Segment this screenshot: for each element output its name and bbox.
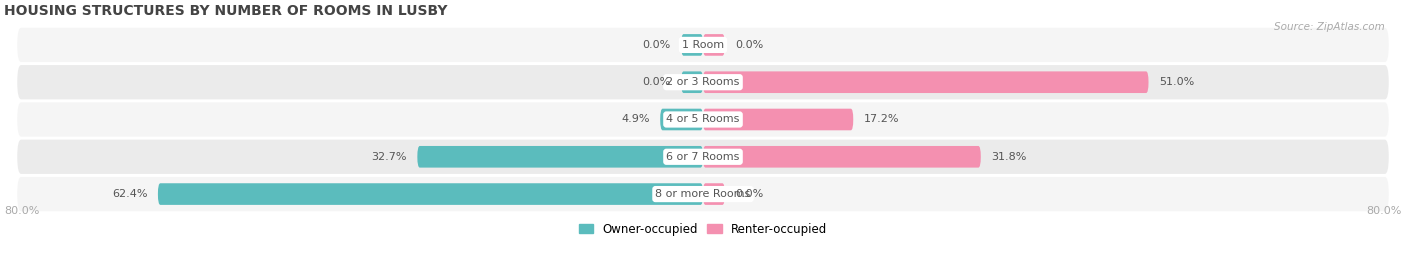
FancyBboxPatch shape <box>681 34 703 56</box>
Text: 32.7%: 32.7% <box>371 152 406 162</box>
Text: 0.0%: 0.0% <box>735 189 763 199</box>
FancyBboxPatch shape <box>703 34 725 56</box>
Text: 6 or 7 Rooms: 6 or 7 Rooms <box>666 152 740 162</box>
FancyBboxPatch shape <box>703 71 1149 93</box>
FancyBboxPatch shape <box>17 140 1389 174</box>
FancyBboxPatch shape <box>703 183 725 205</box>
FancyBboxPatch shape <box>17 177 1389 211</box>
Text: 2 or 3 Rooms: 2 or 3 Rooms <box>666 77 740 87</box>
Text: HOUSING STRUCTURES BY NUMBER OF ROOMS IN LUSBY: HOUSING STRUCTURES BY NUMBER OF ROOMS IN… <box>4 4 447 18</box>
FancyBboxPatch shape <box>681 71 703 93</box>
Text: 8 or more Rooms: 8 or more Rooms <box>655 189 751 199</box>
Text: 80.0%: 80.0% <box>1367 206 1402 216</box>
Text: 62.4%: 62.4% <box>112 189 148 199</box>
FancyBboxPatch shape <box>661 109 703 130</box>
Text: 0.0%: 0.0% <box>735 40 763 50</box>
Text: 80.0%: 80.0% <box>4 206 39 216</box>
Text: 4 or 5 Rooms: 4 or 5 Rooms <box>666 114 740 124</box>
FancyBboxPatch shape <box>17 28 1389 62</box>
Text: 0.0%: 0.0% <box>643 40 671 50</box>
FancyBboxPatch shape <box>17 65 1389 99</box>
Text: 4.9%: 4.9% <box>621 114 650 124</box>
Text: 1 Room: 1 Room <box>682 40 724 50</box>
Text: Source: ZipAtlas.com: Source: ZipAtlas.com <box>1274 22 1385 32</box>
Text: 17.2%: 17.2% <box>863 114 900 124</box>
FancyBboxPatch shape <box>17 102 1389 137</box>
FancyBboxPatch shape <box>418 146 703 168</box>
Legend: Owner-occupied, Renter-occupied: Owner-occupied, Renter-occupied <box>574 218 832 240</box>
Text: 51.0%: 51.0% <box>1159 77 1194 87</box>
Text: 0.0%: 0.0% <box>643 77 671 87</box>
FancyBboxPatch shape <box>703 146 981 168</box>
FancyBboxPatch shape <box>157 183 703 205</box>
Text: 31.8%: 31.8% <box>991 152 1026 162</box>
FancyBboxPatch shape <box>703 109 853 130</box>
